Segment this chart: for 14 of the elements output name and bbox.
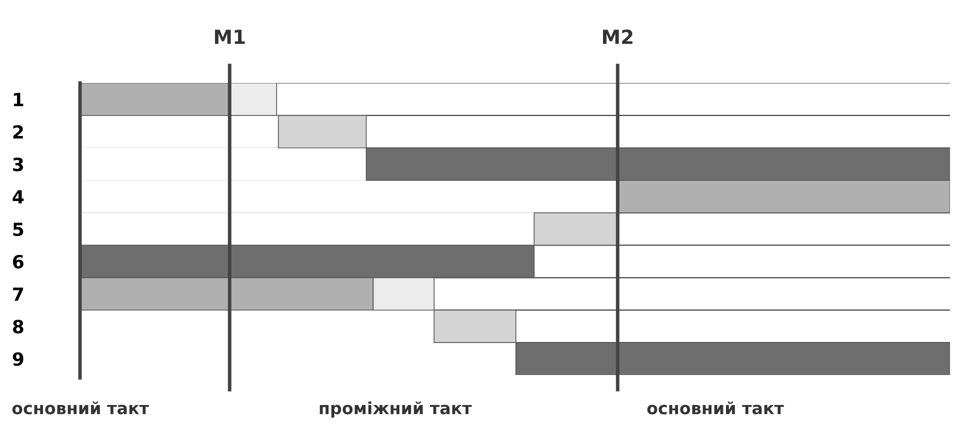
text: основний такт <box>647 401 784 414</box>
y-tick-label: 1 <box>14 92 24 106</box>
y-tick-label: 5 <box>13 222 24 236</box>
ref-line-label: M2 <box>603 29 632 44</box>
y-tick-label: 3 <box>13 158 24 172</box>
y-tick-label: 6 <box>13 254 24 269</box>
ref-line-label: M1 <box>214 30 245 44</box>
y-tick-label: 9 <box>12 352 24 366</box>
y-tick-label: 8 <box>12 320 24 334</box>
y-tick-label: 2 <box>13 125 23 139</box>
text: основний такт <box>12 401 149 414</box>
y-tick-label: 7 <box>13 288 24 301</box>
text: проміжний такт <box>320 401 472 418</box>
y-tick-label: 4 <box>12 190 24 204</box>
